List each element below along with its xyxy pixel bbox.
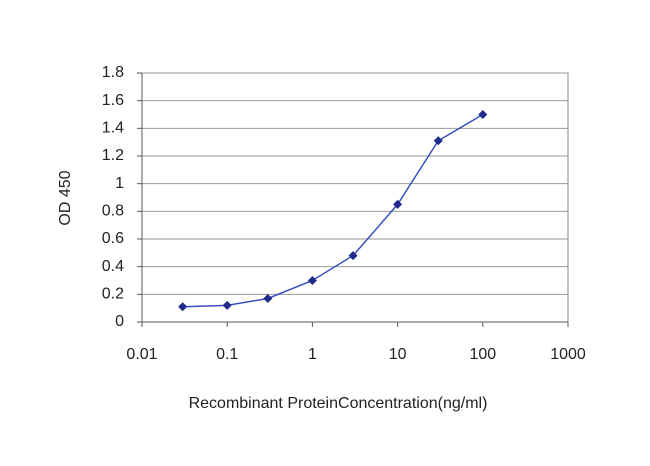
y-tick-label: 1.4 (102, 120, 124, 137)
data-point (393, 199, 403, 209)
data-point (263, 293, 273, 303)
x-tick-label: 0.1 (216, 346, 238, 363)
x-axis-label: Recombinant ProteinConcentration(ng/ml) (189, 395, 488, 412)
y-tick-label: 0.2 (102, 286, 124, 303)
data-point (178, 302, 188, 312)
y-tick-label: 1.2 (102, 147, 124, 164)
x-tick-label: 1 (308, 346, 317, 363)
y-axis-label: OD 450 (57, 170, 74, 225)
x-tick-label: 100 (469, 346, 496, 363)
data-point (348, 251, 358, 261)
y-tick-label: 1.6 (102, 92, 124, 109)
y-tick-label: 0.4 (102, 258, 124, 275)
y-tick-label: 1 (115, 175, 124, 192)
data-point (222, 300, 232, 310)
data-point (478, 110, 488, 119)
x-tick-label: 10 (389, 346, 407, 363)
plot-area (141, 72, 569, 323)
data-point (433, 136, 443, 146)
x-tick-label: 0.01 (126, 346, 157, 363)
data-line (182, 113, 484, 308)
data-point (307, 276, 317, 285)
y-tick-label: 0.8 (102, 203, 124, 220)
y-tick-label: 0.6 (102, 230, 124, 247)
x-tick-label: 1000 (550, 346, 586, 363)
y-tick-label: 1.8 (102, 64, 124, 81)
y-tick-label: 0 (115, 313, 124, 330)
